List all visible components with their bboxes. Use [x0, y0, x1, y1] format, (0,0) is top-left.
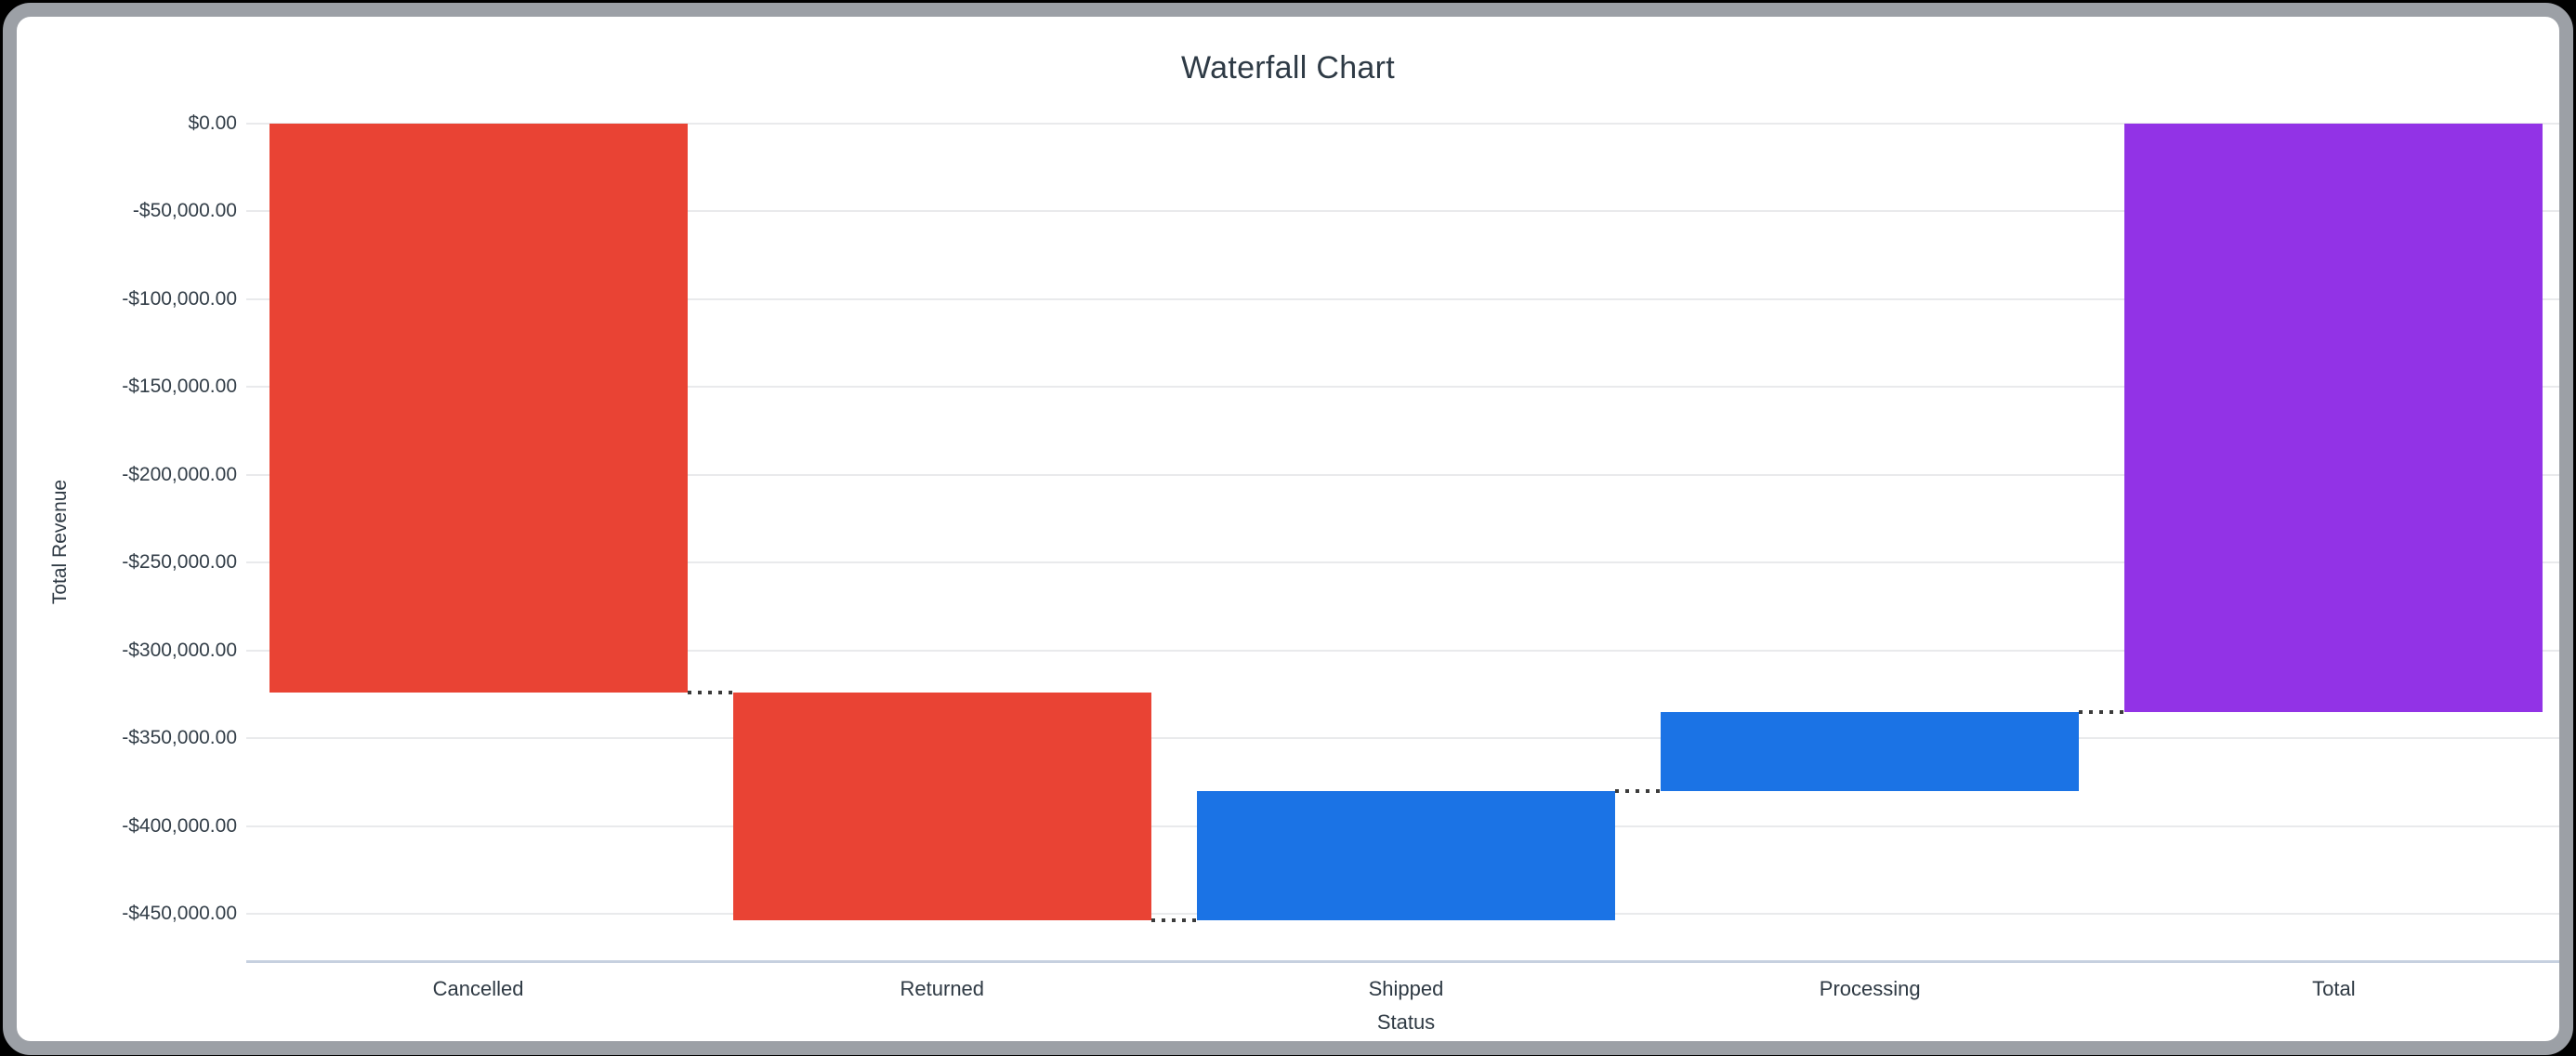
x-axis-labels: Cancelled Returned Shipped Processing Total: [246, 976, 2559, 1004]
x-tick-label-total: Total: [2312, 977, 2356, 1000]
y-tick-label: -$50,000.00: [132, 200, 237, 222]
x-tick-label-processing: Processing: [1819, 977, 1921, 1000]
gridline: [246, 386, 2559, 389]
bar-total[interactable]: [2124, 124, 2543, 712]
x-axis-title: Status: [1376, 1010, 1436, 1034]
gridline: [246, 649, 2559, 652]
gridline: [246, 473, 2559, 476]
waterfall-connector: [2079, 709, 2125, 714]
gridline: [246, 561, 2559, 564]
y-tick-label: -$400,000.00: [122, 814, 237, 837]
y-tick-label: -$300,000.00: [122, 639, 237, 661]
bar-shipped[interactable]: [1197, 790, 1615, 920]
gridline: [246, 737, 2559, 740]
gridline: [246, 210, 2559, 213]
y-tick-label: -$200,000.00: [122, 463, 237, 485]
y-tick-label: -$250,000.00: [122, 551, 237, 574]
chart-title: Waterfall Chart: [1181, 50, 1395, 86]
y-tick-label: $0.00: [188, 112, 237, 134]
y-tick-label: -$100,000.00: [122, 287, 237, 310]
y-axis-labels: $0.00 -$50,000.00 -$100,000.00 -$150,000.00…: [17, 17, 237, 1041]
plot-area: [246, 123, 2559, 961]
y-tick-label: -$450,000.00: [122, 903, 237, 924]
waterfall-connector: [687, 691, 733, 694]
gridline: [246, 123, 2559, 125]
waterfall-connector: [1615, 788, 1662, 793]
chart-window: Waterfall Chart $0.00 -$50,000.00 -$100,00…: [3, 3, 2573, 1055]
y-tick-label: -$150,000.00: [122, 376, 237, 398]
x-axis-line: [246, 960, 2559, 963]
waterfall-connector: [1150, 917, 1197, 922]
gridline: [246, 297, 2559, 300]
x-tick-label-returned: Returned: [900, 977, 985, 1000]
x-tick-label-shipped: Shipped: [1368, 977, 1444, 1000]
y-axis-title: Total Revenue: [49, 479, 71, 605]
bar-processing[interactable]: [1661, 711, 2080, 791]
bar-returned[interactable]: [732, 693, 1151, 920]
x-tick-label-cancelled: Cancelled: [432, 977, 524, 1000]
y-tick-label: -$350,000.00: [122, 727, 237, 749]
bar-cancelled[interactable]: [269, 124, 688, 693]
